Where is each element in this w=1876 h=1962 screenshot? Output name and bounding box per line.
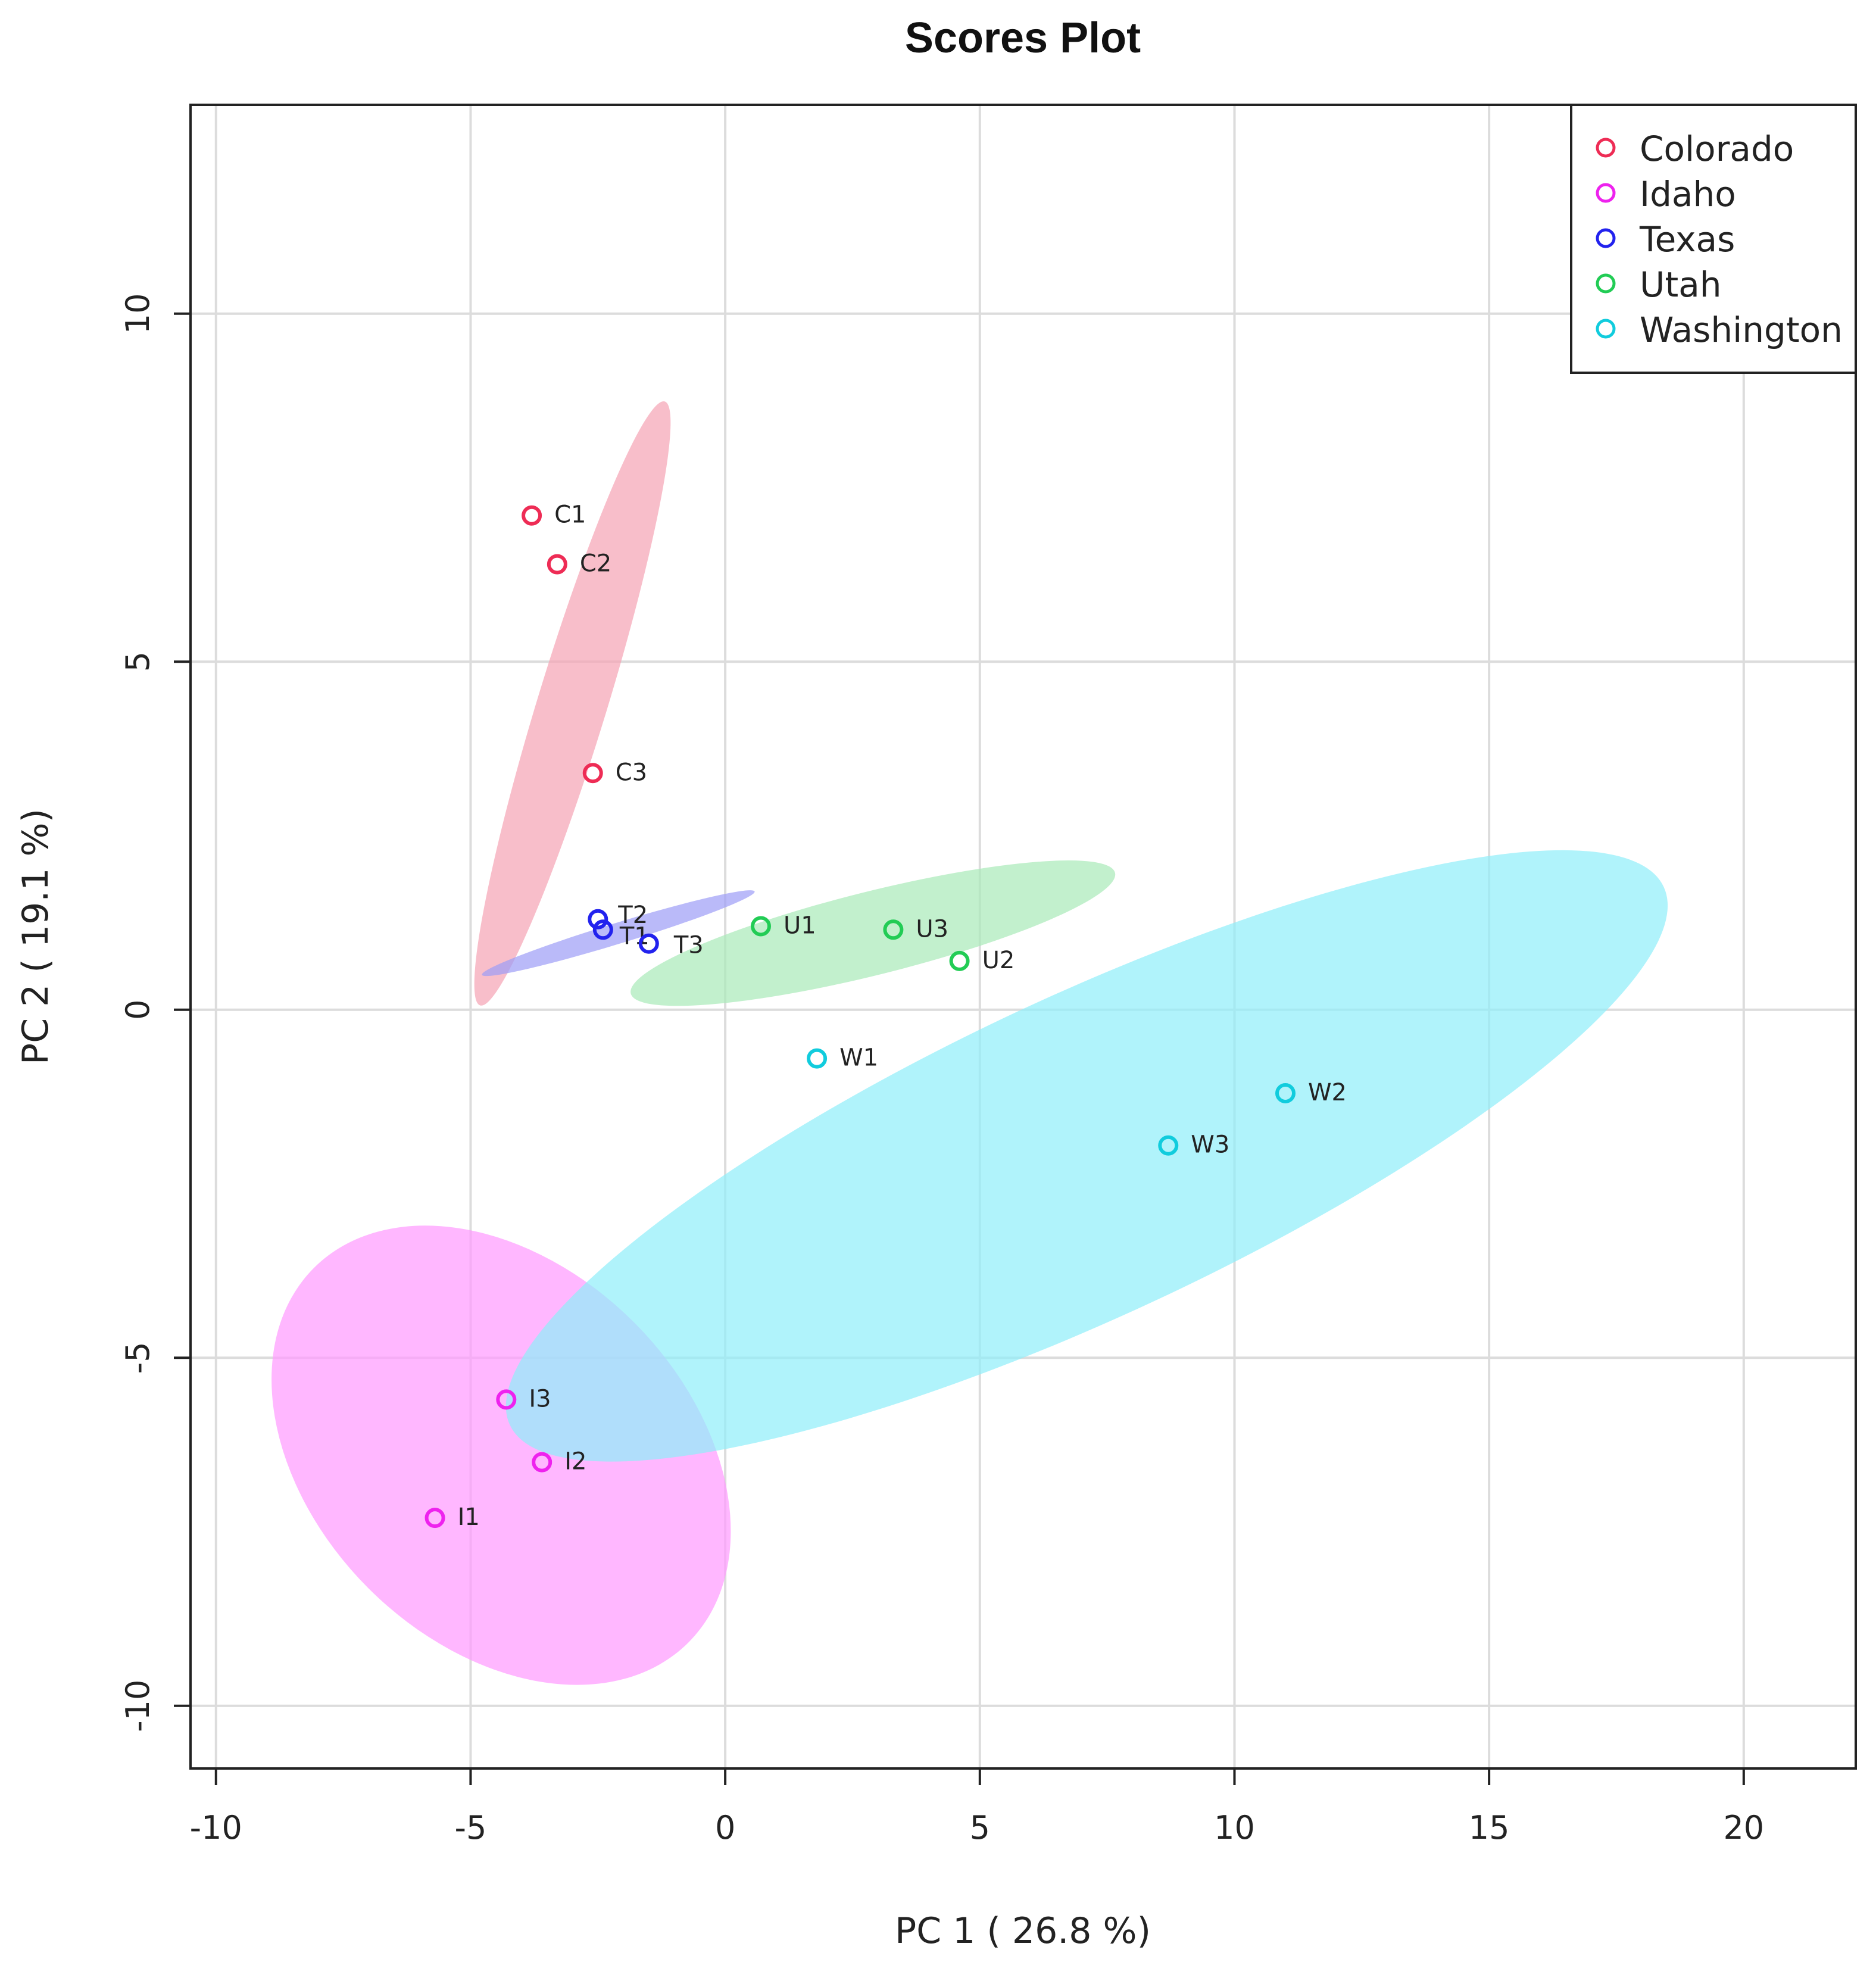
x-tick-label: 15 [1469,1809,1510,1846]
point-t2 [588,909,608,929]
point-label-i1: I1 [458,1504,480,1531]
axes: -10 -5 0 5 10 15 20 -10 -5 0 5 10 [119,293,1764,1846]
legend-box [1570,104,1857,374]
point-u2 [949,950,970,971]
point-c1 [522,505,542,526]
y-tick-label: -10 [119,1680,157,1732]
point-c3 [582,763,603,784]
point-label-i3: I3 [529,1385,551,1412]
x-tick-label: 0 [715,1809,735,1846]
legend-label-colorado: Colorado [1640,129,1794,169]
legend-marker-utah [1596,273,1616,294]
legend-label-idaho: Idaho [1640,174,1736,214]
x-tick-label: 10 [1214,1809,1255,1846]
y-tick-label: 5 [119,651,157,672]
legend-marker-idaho [1596,183,1616,203]
point-c2 [547,554,567,575]
legend-label-utah: Utah [1640,264,1722,305]
legend-label-washington: Washington [1640,310,1843,350]
point-label-w1: W1 [839,1044,878,1072]
point-label-i2: I2 [564,1448,586,1476]
point-i3 [496,1389,517,1410]
point-i1 [424,1508,445,1529]
point-w2 [1275,1083,1296,1104]
point-label-t3: T3 [673,932,704,959]
y-tick-label: 0 [119,1000,157,1020]
x-axis-label: PC 1 ( 26.8 %) [895,1910,1151,1952]
point-w3 [1158,1135,1179,1156]
point-label-u1: U1 [784,912,816,939]
x-tick-label: -5 [455,1809,487,1846]
legend-marker-washington [1596,319,1616,339]
point-u1 [750,916,771,937]
y-axis-label: PC 2 ( 19.1 %) [15,809,57,1065]
point-label-w2: W2 [1308,1079,1347,1106]
point-label-c3: C3 [616,759,647,786]
point-label-t2: T2 [617,902,648,929]
ellipse-colorado [474,401,671,1006]
y-tick-label: 10 [119,293,157,334]
ellipse-utah [630,860,1116,1006]
point-w1 [807,1048,828,1069]
point-u3 [883,919,904,940]
point-label-c2: C2 [580,550,611,578]
point-t1 [592,919,613,940]
x-tick-label: 20 [1723,1809,1764,1846]
chart-title: Scores Plot [905,14,1141,62]
legend-marker-colorado [1596,138,1616,158]
point-label-c1: C1 [554,501,586,529]
x-tick-label: -10 [190,1809,242,1846]
point-i2 [532,1452,553,1473]
y-tick-label: -5 [119,1342,157,1374]
ellipse-washington [505,850,1668,1462]
point-t3 [638,933,659,954]
point-label-u2: U2 [982,947,1015,974]
legend-label-texas: Texas [1639,219,1735,260]
x-tick-label: 5 [970,1809,990,1846]
legend-marker-texas [1596,228,1616,248]
ellipse-texas [482,890,755,977]
confidence-ellipses [271,401,1668,1685]
point-label-w3: W3 [1191,1131,1229,1159]
point-label-u3: U3 [916,915,948,943]
